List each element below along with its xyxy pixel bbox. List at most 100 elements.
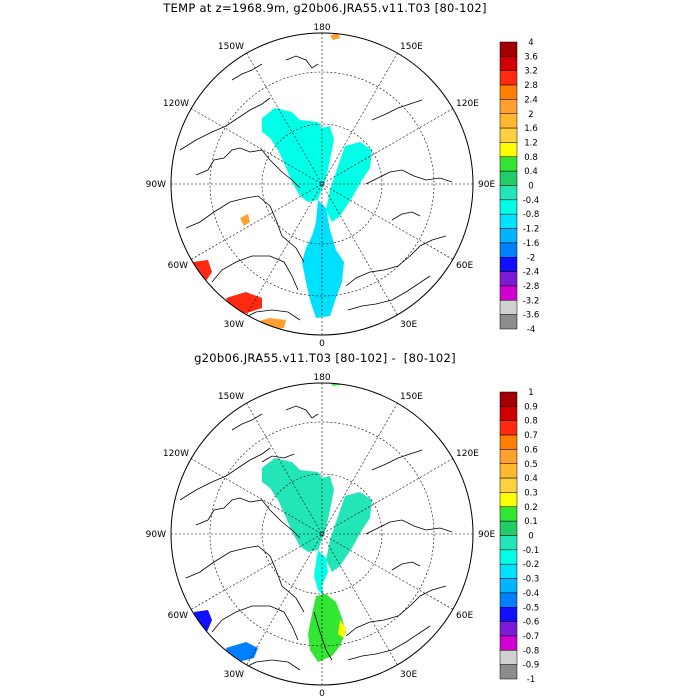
colorbar-swatch	[499, 228, 518, 244]
colorbar-tick-label: -3.2	[523, 296, 540, 306]
colorbar-swatch	[499, 406, 518, 421]
lon-label-ur: 120E	[456, 449, 479, 459]
map-panel-anomaly: g20b06.JRA55.v11.T03 [80-102] - [80-102]	[0, 350, 700, 700]
region-neg-labrador	[194, 610, 212, 634]
region-pos-atlantic-south	[256, 318, 286, 330]
region-neg-arctic-east	[326, 142, 372, 222]
colorbar-swatch	[499, 520, 518, 536]
colorbar-swatch	[499, 142, 518, 158]
colorbar-tick-label: 0.8	[524, 153, 538, 163]
map-title: g20b06.JRA55.v11.T03 [80-102] - [80-102]	[194, 351, 456, 365]
colorbar-tick-label: 0.4	[524, 474, 538, 484]
colorbar-tick-label: -0.1	[523, 546, 540, 556]
colorbar-tick-label: -0.4	[523, 589, 540, 599]
lon-label-right: 90E	[478, 530, 495, 540]
region-neg-strait	[314, 550, 328, 596]
colorbar-swatch	[499, 242, 518, 258]
data-field	[192, 33, 372, 330]
colorbar: 1 0.9 0.8 0.7 0.6 0.5 0.4 0.3 0.2 0.1 0 -0.1 -0.2 -0.…	[499, 388, 540, 685]
colorbar-tick-label: 0	[528, 532, 533, 542]
map-boundary	[170, 32, 474, 336]
lon-label-bl: 30W	[224, 320, 244, 330]
colorbar-tick-label: -3.6	[523, 311, 540, 321]
colorbar-tick-label: 0.7	[524, 431, 538, 441]
lon-label-br: 30E	[400, 670, 417, 680]
colorbar-tick-label: -0.5	[523, 603, 540, 613]
region-pos-pacific	[330, 383, 340, 386]
colorbar-tick-label: 0	[528, 182, 533, 192]
region-pos-fram-edge	[338, 620, 346, 638]
colorbar-tick-label: -2	[527, 253, 535, 263]
colorbar-tick-label: -0.7	[523, 632, 540, 642]
colorbar-swatch	[499, 56, 518, 71]
lon-label-ul: 120W	[163, 99, 189, 109]
colorbar-tick-label: -0.9	[523, 661, 540, 671]
lon-label-right: 90E	[478, 180, 495, 190]
colorbar: 4 3.6 3.2 2.8 2.4 2 1.6 1.2 0.8 0.4 0 -0.4 -0.8 -1.2 -…	[499, 38, 540, 335]
colorbar-tick-label: 2.8	[524, 81, 538, 91]
graticule	[171, 383, 473, 685]
region-pos-labrador	[192, 260, 212, 284]
lon-label-ll: 60W	[168, 261, 188, 271]
colorbar-tick-label: 0.5	[524, 460, 538, 470]
lon-label-top: 180	[313, 23, 330, 33]
lon-label-ul: 120W	[163, 449, 189, 459]
colorbar-swatch	[499, 170, 518, 186]
region-pos-hudson	[240, 214, 250, 226]
colorbar-tick-label: 3.2	[524, 67, 538, 77]
colorbar-swatch	[499, 621, 518, 637]
colorbar-tick-label: 2.4	[524, 95, 538, 105]
region-neg-strait	[302, 200, 344, 318]
lon-label-ur: 120E	[456, 99, 479, 109]
colorbar-swatch	[499, 156, 518, 172]
map-title: TEMP at z=1968.9m, g20b06.JRA55.v11.T03 …	[163, 1, 487, 15]
region-neg-arctic-west	[262, 458, 334, 552]
polar-map-absolute: 180 0 90W 90E 150W 150E 120W 120E 60W 60…	[146, 23, 540, 349]
colorbar-tick-label: 0.4	[524, 167, 538, 177]
map-boundary	[170, 382, 474, 686]
lon-label-lr: 60E	[456, 611, 473, 621]
colorbar-swatch	[499, 271, 518, 287]
colorbar-tick-label: 1	[528, 388, 533, 398]
lon-label-left: 90W	[146, 530, 166, 540]
lon-label-tr: 150E	[400, 42, 423, 52]
colorbar-swatch	[499, 563, 518, 579]
colorbar-swatch	[499, 578, 518, 594]
colorbar-tick-label: -1.6	[523, 239, 540, 249]
colorbar-tick-label: 2	[528, 110, 533, 120]
polar-map-anomaly: 180 0 90W 90E 150W 150E 120W 120E 60W 60…	[146, 373, 540, 699]
region-neg-arctic-west	[262, 108, 334, 202]
colorbar-swatch	[499, 285, 518, 301]
coastlines	[179, 55, 453, 321]
colorbar-tick-label: -0.2	[523, 560, 540, 570]
lon-label-tr: 150E	[400, 392, 423, 402]
colorbar-swatch	[499, 650, 518, 665]
colorbar-swatch	[499, 127, 518, 143]
colorbar-tick-label: -1.2	[523, 225, 540, 235]
lon-label-top: 180	[313, 373, 330, 383]
lon-label-tl: 150W	[218, 42, 244, 52]
region-neg-atlantic	[226, 642, 258, 662]
colorbar-swatch	[499, 199, 518, 215]
colorbar-tick-label: -1	[527, 675, 535, 685]
lon-label-tl: 150W	[218, 392, 244, 402]
colorbar-tick-label: -4	[527, 325, 535, 335]
colorbar-swatch	[499, 535, 518, 551]
colorbar-swatch	[499, 592, 518, 608]
colorbar-tick-label: -0.6	[523, 618, 540, 628]
colorbar-swatch	[499, 314, 518, 330]
colorbar-swatch	[499, 41, 518, 57]
colorbar-tick-label: 1.6	[524, 124, 538, 134]
lon-label-bottom: 0	[319, 339, 325, 349]
colorbar-swatch	[499, 506, 518, 522]
lon-label-ll: 60W	[168, 611, 188, 621]
colorbar-swatch	[499, 185, 518, 201]
colorbar-tick-label: 0.8	[524, 417, 538, 427]
colorbar-swatch	[499, 434, 518, 450]
colorbar-tick-label: 0.2	[524, 503, 538, 513]
lon-label-bl: 30W	[224, 670, 244, 680]
colorbar-tick-label: -0.3	[523, 575, 540, 585]
colorbar-swatch	[499, 664, 518, 680]
lon-label-left: 90W	[146, 180, 166, 190]
lon-label-lr: 60E	[456, 261, 473, 271]
